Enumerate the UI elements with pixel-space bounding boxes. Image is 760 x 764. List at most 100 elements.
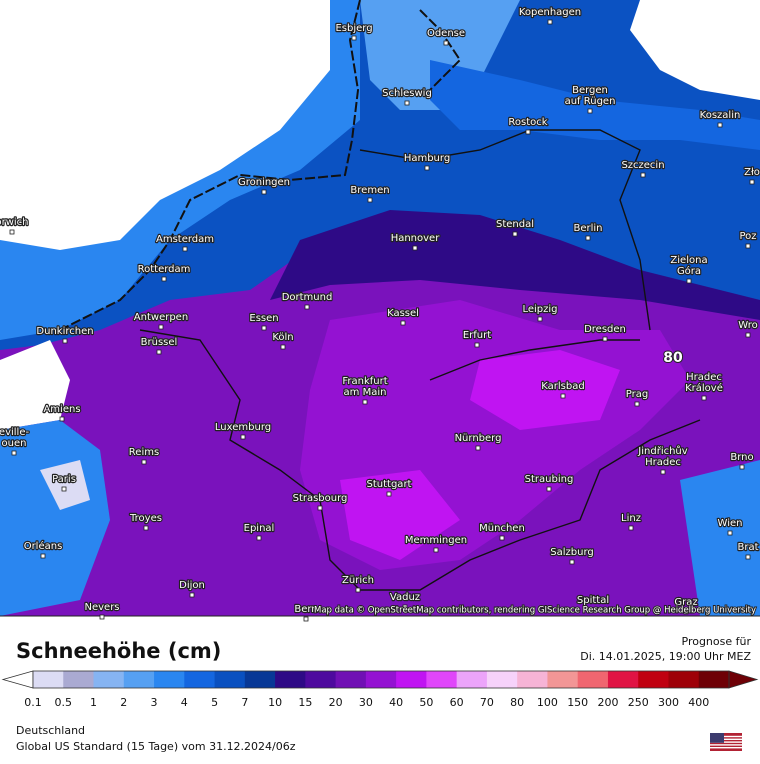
- colorbar-swatch: [275, 671, 306, 688]
- city-label: Orléans: [24, 540, 63, 552]
- city-marker: [640, 172, 646, 178]
- city-marker: [11, 450, 17, 456]
- snow-dark: [270, 210, 760, 320]
- city-marker: [602, 336, 608, 342]
- colorbar-swatch: [33, 671, 64, 688]
- city-marker: [424, 165, 430, 171]
- city-label: Amiens: [43, 404, 80, 415]
- city-marker: [634, 401, 640, 407]
- colorbar-swatch: [93, 671, 125, 688]
- city-label: Szczecin: [621, 160, 664, 171]
- colorbar-label: 10: [268, 696, 282, 709]
- colorbar-swatch: [607, 671, 639, 688]
- colorbar-swatch: [184, 671, 215, 688]
- city-label: Prag: [626, 389, 648, 400]
- city-marker: [739, 464, 745, 470]
- city-label: Amsterdam: [156, 234, 214, 245]
- colorbar-label: 100: [537, 696, 558, 709]
- colorbar-label: 70: [480, 696, 494, 709]
- city-label: Köln: [272, 332, 293, 343]
- city-label: Brat: [737, 542, 758, 553]
- city-label: Bremen: [350, 185, 389, 196]
- snow-austria-east: [680, 460, 760, 616]
- city-marker: [499, 535, 505, 541]
- city-marker: [412, 245, 418, 251]
- city-marker: [628, 525, 634, 531]
- forecast-label: Prognose für: [682, 635, 752, 648]
- colorbar-swatch: [396, 671, 427, 688]
- colorbar-swatch: [577, 671, 609, 688]
- city-marker: [745, 554, 751, 560]
- snow-high: [470, 350, 620, 430]
- city-marker: [141, 459, 147, 465]
- colorbar-label: 15: [298, 696, 312, 709]
- city-marker: [587, 108, 593, 114]
- city-label: Essen: [249, 313, 278, 324]
- snow-paris: [40, 460, 90, 510]
- city-label: Troyes: [129, 513, 162, 524]
- city-marker: [386, 491, 392, 497]
- city-label: Kopenhagen: [519, 7, 581, 18]
- city-marker: [156, 349, 162, 355]
- city-label: eville-: [0, 427, 29, 438]
- city-label: Straubing: [525, 474, 574, 485]
- city-label: Bern: [294, 604, 317, 615]
- colorbar: 0.1 0.5 1 2 3 4 5 7 10 15 20 30 40 50 60 70 80 100 150 200 2…: [1, 670, 759, 709]
- city-marker: [745, 332, 751, 338]
- city-label: Stuttgart: [367, 479, 412, 490]
- city-label: Leipzig: [522, 304, 557, 315]
- colorbar-label: 30: [359, 696, 373, 709]
- city-label: Zürich: [342, 575, 374, 586]
- city-marker: [701, 395, 707, 401]
- city-label: Dresden: [584, 324, 626, 335]
- city-label: Wro: [738, 320, 757, 331]
- city-label: Graz: [674, 597, 697, 608]
- city-marker: [61, 486, 67, 492]
- city-label: Esbjerg: [335, 23, 372, 34]
- coastline: [59, 0, 462, 331]
- colorbar-label: 50: [419, 696, 433, 709]
- colorbar-swatch: [365, 671, 397, 688]
- colorbar-swatch: [638, 671, 669, 688]
- city-label: Karlsbad: [541, 381, 584, 392]
- city-marker: [537, 316, 543, 322]
- legend-title: Schneehöhe (cm): [16, 639, 221, 663]
- city-marker: [62, 338, 68, 344]
- city-label: ouen: [2, 438, 27, 449]
- city-label: Hamburg: [404, 153, 450, 164]
- city-label: Stendal: [496, 219, 534, 230]
- colorbar-label: 1: [90, 696, 97, 709]
- city-marker: [686, 278, 692, 284]
- colorbar-label: 0.5: [55, 696, 73, 709]
- city-label: Jindřichův: [637, 445, 687, 457]
- colorbar-label: 200: [597, 696, 618, 709]
- city-label: Schleswig: [382, 88, 432, 99]
- city-label: Berlin: [573, 223, 602, 234]
- city-label: Spittal: [577, 595, 609, 606]
- city-marker: [727, 530, 733, 536]
- colorbar-swatch: [335, 671, 367, 688]
- map: [0, 0, 760, 617]
- city-marker: [683, 609, 689, 615]
- attribution: Map data © OpenStreetMap contributors, r…: [314, 606, 756, 616]
- city-marker: [182, 246, 188, 252]
- city-marker: [351, 35, 357, 41]
- city-label: Kassel: [387, 308, 419, 319]
- city-label: Zielona: [670, 255, 707, 266]
- city-marker: [474, 342, 480, 348]
- city-marker: [560, 393, 566, 399]
- city-marker: [433, 547, 439, 553]
- city-label: am Main: [344, 387, 387, 398]
- city-label: Epinal: [244, 523, 275, 534]
- city-label: Rostock: [508, 117, 547, 128]
- colorbar-swatch: [123, 671, 155, 688]
- city-label: orwich: [0, 217, 29, 228]
- city-marker: [304, 304, 310, 310]
- city-label: Groningen: [238, 177, 290, 188]
- sea-east: [630, 0, 760, 100]
- colorbar-label: 0.1: [24, 696, 42, 709]
- city-marker: [547, 19, 553, 25]
- city-label: Salzburg: [550, 547, 593, 558]
- colorbar-label: 250: [628, 696, 649, 709]
- colorbar-label: 20: [329, 696, 343, 709]
